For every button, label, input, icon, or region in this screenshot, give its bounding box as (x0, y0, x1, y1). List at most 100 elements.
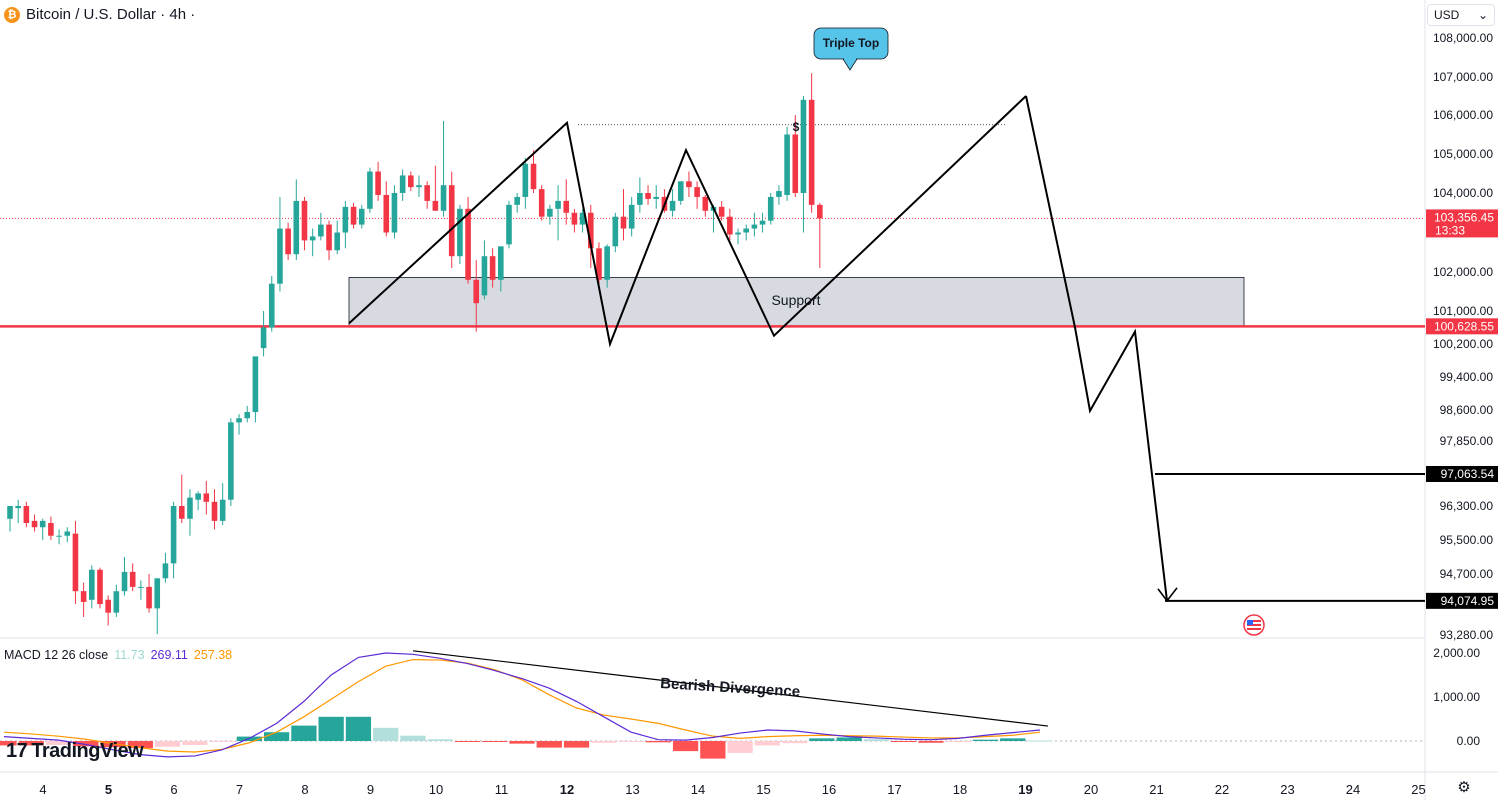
candle-body (391, 193, 398, 233)
price-tick-label: 108,000.00 (1433, 31, 1493, 45)
candle (129, 563, 136, 592)
candle-body (465, 208, 471, 280)
macd-histogram-bar (209, 741, 235, 742)
candle (751, 212, 758, 237)
macd-histogram-bar (700, 741, 726, 759)
candles (7, 73, 823, 635)
candle-body (718, 206, 725, 217)
gear-icon[interactable]: ⚙ (1457, 779, 1471, 796)
candle-body (767, 196, 774, 221)
candle (579, 208, 586, 233)
time-tick-label: 10 (429, 782, 443, 797)
macd-histogram-bar (373, 727, 399, 741)
macd-histogram-bar (1000, 738, 1026, 741)
candle (563, 179, 570, 225)
price-tick-label: 101,000.00 (1433, 304, 1493, 318)
candle (375, 161, 381, 201)
tradingview-logo[interactable]: 17 TradingView (6, 740, 144, 763)
candle-body (170, 506, 177, 564)
macd-histogram-bar (0, 741, 17, 746)
macd-line (3, 652, 1041, 758)
candle-body (219, 499, 226, 521)
event-flag-icon (1243, 614, 1265, 636)
candle (7, 506, 13, 532)
time-tick-label: 14 (691, 782, 705, 797)
candle (326, 220, 332, 261)
currency-select[interactable]: USD ⌄ (1427, 4, 1495, 26)
candle (154, 578, 161, 635)
macd-histogram-bar (454, 741, 481, 742)
candle-body (563, 200, 570, 213)
candle-body (424, 185, 430, 201)
candle-body (326, 224, 332, 251)
macd-histogram-bar (563, 741, 590, 748)
time-axis: 4 5 6 7 8 9 10 11 12 13 14 15 16 17 18 19 20 21 22 23 24 25 (39, 782, 1425, 797)
candle-body (285, 228, 291, 255)
candle (677, 181, 684, 205)
target-2-price-tag-price: 94,074.95 (1441, 594, 1495, 608)
macd-legend[interactable]: MACD 12 26 close 11.73 269.11 257.38 (4, 648, 232, 662)
candle (448, 171, 455, 269)
candle-body (498, 246, 504, 280)
candle (178, 474, 185, 523)
macd-histogram-bar (754, 741, 780, 746)
time-tick-label: 5 (105, 782, 112, 797)
target-1-price-tag (1426, 465, 1498, 482)
candle-body (538, 189, 545, 217)
support-zone-rect (348, 277, 1245, 327)
candle-body (677, 181, 684, 201)
triple-top-zigzag (348, 95, 1027, 348)
candle (334, 220, 340, 255)
candle-body (489, 256, 496, 280)
candle (72, 520, 79, 605)
candle-body (252, 356, 259, 413)
symbol-title[interactable]: Bitcoin / U.S. Dollar · 4h · (26, 6, 196, 23)
macd-histogram-bar (618, 741, 644, 742)
candle-body (244, 412, 251, 419)
time-tick-label: 17 (887, 782, 901, 797)
candle-body (399, 175, 406, 193)
candle-body (301, 200, 308, 241)
time-tick-label: 12 (560, 782, 574, 797)
candle-body (268, 283, 275, 328)
candle-body (776, 191, 782, 197)
candle (195, 491, 201, 511)
candle (162, 552, 169, 583)
macd-tick-label: 1,000.00 (1433, 690, 1480, 704)
candle (64, 527, 71, 543)
candle-body (792, 134, 799, 193)
time-tick-label: 13 (625, 782, 639, 797)
macd-histogram-bar (918, 741, 944, 743)
candle-body (367, 171, 373, 209)
candle-body (727, 216, 733, 235)
macd-histogram-bar (891, 741, 917, 742)
candle-body (23, 506, 30, 523)
macd-tick-label: 0.00 (1457, 734, 1481, 748)
candle (808, 73, 815, 213)
event-flag-stripe (1247, 622, 1261, 624)
price-tick-label: 95,500.00 (1440, 533, 1494, 547)
candle-body (7, 506, 13, 519)
candle (211, 489, 218, 530)
candle-body (178, 506, 185, 519)
candle (538, 185, 545, 221)
candle (170, 501, 177, 579)
event-flag-stripes (1247, 620, 1261, 630)
macd-histogram-bar (345, 716, 372, 741)
candle (391, 185, 398, 239)
projection-arrowhead (1157, 587, 1178, 603)
candle-body (15, 506, 21, 509)
macd-histogram-bar (482, 741, 508, 742)
candle (416, 175, 422, 197)
candle-body (64, 531, 71, 536)
candle (187, 489, 193, 536)
candle-body (514, 196, 520, 205)
candle (637, 177, 643, 213)
candle-body (358, 208, 365, 225)
candle (547, 204, 553, 225)
macd-histogram-bar (591, 741, 617, 743)
candle (522, 157, 529, 209)
macd-histogram-bar (645, 741, 671, 743)
candle (89, 565, 95, 609)
